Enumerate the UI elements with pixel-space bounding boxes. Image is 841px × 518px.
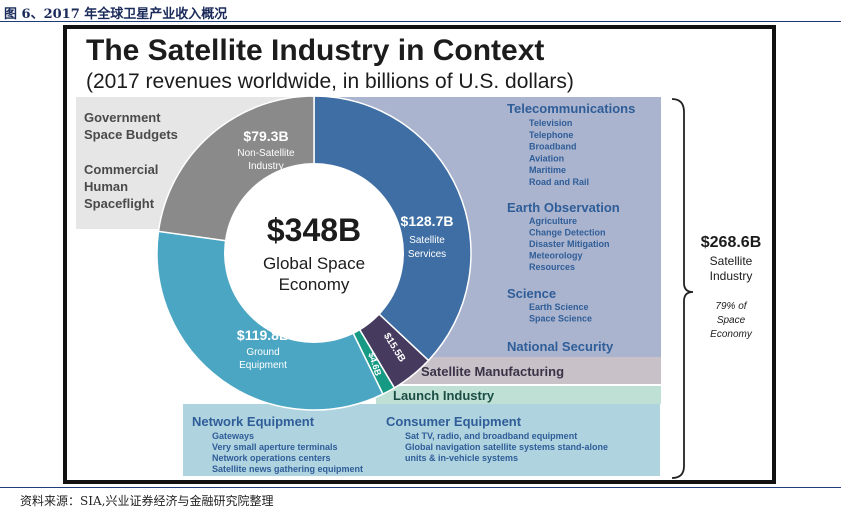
observation-item: Meteorology bbox=[529, 251, 583, 261]
center-value: $348B bbox=[267, 212, 361, 248]
observation-item: Resources bbox=[529, 262, 575, 272]
commercial-line1: Commercial bbox=[84, 162, 158, 177]
telecom-item: Telephone bbox=[529, 130, 573, 140]
chart-subtitle: (2017 revenues worldwide, in billions of… bbox=[86, 70, 574, 93]
bracket-note3: Economy bbox=[710, 329, 753, 340]
telecom-item: Broadband bbox=[529, 142, 577, 152]
ground-equipment-panel bbox=[183, 404, 660, 476]
consumer-title: Consumer Equipment bbox=[386, 414, 522, 429]
manufacturing-label: Satellite Manufacturing bbox=[421, 364, 564, 379]
observation-item: Agriculture bbox=[529, 216, 577, 226]
source-rule bbox=[0, 487, 841, 488]
donut-hole bbox=[224, 163, 404, 343]
slice-label-ground: $119.8B bbox=[237, 327, 289, 343]
bracket-note1: 79% of bbox=[715, 301, 747, 312]
bracket-value: $268.6B bbox=[701, 234, 762, 251]
launch-bar bbox=[376, 386, 661, 404]
satellite-industry-bracket bbox=[671, 98, 694, 479]
science-title: Science bbox=[507, 286, 556, 301]
observation-item: Disaster Mitigation bbox=[529, 239, 610, 249]
manufacturing-bar bbox=[387, 357, 661, 384]
telecom-title: Telecommunications bbox=[507, 101, 635, 116]
slice-label-nonsat: $79.3B bbox=[243, 128, 288, 144]
slice-sub2-ground: Equipment bbox=[239, 360, 287, 371]
commercial-line3: Spaceflight bbox=[84, 196, 155, 211]
network-title: Network Equipment bbox=[192, 414, 315, 429]
caption-rule bbox=[0, 21, 841, 22]
national-security-label: National Security bbox=[507, 339, 614, 354]
network-item: Network operations centers bbox=[212, 453, 331, 463]
consumer-item: units & in-vehicle systems bbox=[405, 453, 518, 463]
slice-sub2-nonsat: Industry bbox=[248, 161, 284, 172]
telecom-item: Road and Rail bbox=[529, 177, 589, 187]
source-note: 资料来源：SIA,兴业证券经济与金融研究院整理 bbox=[20, 494, 274, 508]
telecom-item: Maritime bbox=[529, 165, 566, 175]
slice-sub1-ground: Ground bbox=[246, 347, 279, 358]
consumer-item: Global navigation satellite systems stan… bbox=[405, 442, 608, 452]
telecom-item: Television bbox=[529, 118, 572, 128]
network-item: Gateways bbox=[212, 431, 254, 441]
figure-caption: 图 6、2017 年全球卫星产业收入概况 bbox=[4, 7, 228, 22]
science-list: Earth Science Space Science bbox=[529, 302, 592, 324]
observation-title: Earth Observation bbox=[507, 200, 620, 215]
slice-label-services: $128.7B bbox=[401, 213, 454, 229]
consumer-item: Sat TV, radio, and broadband equipment bbox=[405, 431, 577, 441]
center-line2: Economy bbox=[279, 275, 350, 294]
consumer-list: Sat TV, radio, and broadband equipmentGl… bbox=[405, 431, 608, 463]
slice-sub2-services: Services bbox=[408, 249, 446, 260]
network-item: Satellite news gathering equipment bbox=[212, 464, 363, 474]
observation-item: Change Detection bbox=[529, 228, 606, 238]
chart-title: The Satellite Industry in Context bbox=[86, 34, 544, 67]
network-item: Very small aperture terminals bbox=[212, 442, 338, 452]
government-line2: Space Budgets bbox=[84, 127, 178, 142]
launch-label: Launch Industry bbox=[393, 388, 495, 403]
bracket-note2: Space bbox=[717, 315, 746, 326]
science-item: Space Science bbox=[529, 314, 592, 324]
slice-sub1-services: Satellite bbox=[409, 235, 445, 246]
science-item: Earth Science bbox=[529, 302, 589, 312]
telecom-item: Aviation bbox=[529, 153, 564, 163]
bracket-line2: Industry bbox=[710, 269, 753, 283]
center-line1: Global Space bbox=[263, 254, 365, 273]
bracket-line1: Satellite bbox=[710, 254, 753, 268]
government-line1: Government bbox=[84, 110, 161, 125]
slice-sub1-nonsat: Non-Satellite bbox=[237, 148, 295, 159]
commercial-line2: Human bbox=[84, 179, 128, 194]
